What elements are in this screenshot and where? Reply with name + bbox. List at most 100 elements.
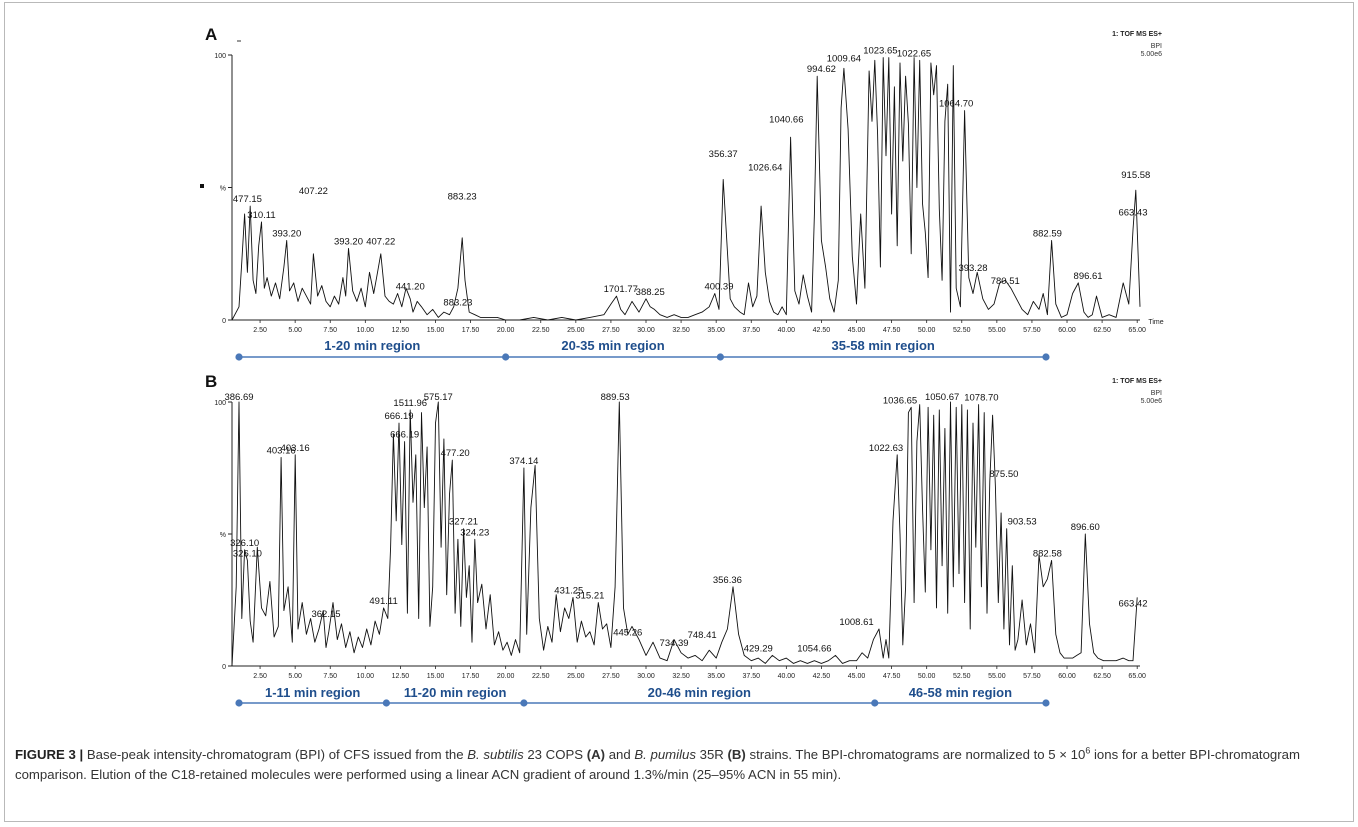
peak-label: 896.60: [1071, 522, 1100, 533]
caption-text-1: Base-peak intensity-chromatogram (BPI) o…: [83, 747, 468, 762]
peak-label: 875.50: [989, 469, 1018, 480]
peak-label: 362.15: [311, 609, 340, 620]
peak-label: 326.10: [233, 548, 262, 559]
x-tick-label: 22.50: [532, 673, 550, 680]
x-tick-label: 40.00: [778, 327, 796, 334]
region-boundary-dot: [235, 699, 243, 707]
region-boundary-dot: [1042, 699, 1050, 707]
x-tick-label: 52.50: [953, 673, 971, 680]
trace-type-label: BPI: [1151, 43, 1162, 50]
peak-label: 1064.70: [939, 99, 973, 110]
peak-label: 915.58: [1121, 170, 1150, 181]
bpi-trace-A: [231, 57, 1141, 321]
peak-label: 883.23: [448, 191, 477, 202]
peak-label: 663.42: [1118, 599, 1147, 610]
x-tick-label: 32.50: [672, 673, 690, 680]
peak-label: 386.69: [224, 392, 253, 403]
peak-label: 407.22: [299, 186, 328, 197]
caption-ref-b: (B): [727, 747, 746, 762]
panel-label-A: A: [205, 25, 217, 44]
x-tick-label: 2.50: [253, 327, 267, 334]
x-tick-label: 60.00: [1058, 327, 1076, 334]
peak-label: 1022.65: [897, 48, 931, 59]
y-tick-label: %: [220, 186, 226, 193]
caption-ref-a: (A): [586, 747, 606, 762]
x-tick-label: 57.50: [1023, 327, 1041, 334]
bpi-trace-B: [231, 401, 1138, 667]
x-tick-label: 22.50: [532, 327, 550, 334]
peak-label: 748.41: [688, 630, 717, 641]
region-boundary-dot: [502, 353, 510, 361]
caption-text-6: ions for a better BPI-chromatogram compa…: [15, 747, 1300, 782]
x-tick-label: 62.50: [1093, 327, 1111, 334]
peak-label: 441.20: [396, 282, 425, 293]
peak-label: 403.16: [267, 445, 296, 456]
x-tick-label: 37.50: [742, 327, 760, 334]
peak-label: 1008.61: [839, 617, 873, 628]
region-boundary-dot: [520, 699, 528, 707]
instrument-label: 1: TOF MS ES+: [1112, 31, 1162, 38]
figure-frame: [4, 2, 1354, 822]
peak-label: 429.29: [744, 643, 773, 654]
peak-label: 666.19: [384, 411, 413, 422]
intensity-scale-label: 5.00e6: [1141, 51, 1163, 58]
peak-label: 1036.65: [883, 395, 917, 406]
peak-label: 477.20: [441, 448, 470, 459]
x-tick-label: 50.00: [918, 673, 936, 680]
region-boundary-dot: [716, 353, 724, 361]
peak-label: 315.21: [575, 591, 604, 602]
figure-caption: FIGURE 3 | Base-peak intensity-chromatog…: [15, 745, 1340, 785]
peak-label: 889.53: [601, 392, 630, 403]
x-tick-label: 10.00: [357, 673, 375, 680]
peak-label: 388.25: [636, 287, 665, 298]
x-tick-label: 60.00: [1058, 673, 1076, 680]
x-tick-label: 55.00: [988, 327, 1006, 334]
stray-mark: [200, 184, 204, 188]
x-tick-label: 35.00: [707, 327, 725, 334]
x-tick-label: 65.00: [1128, 327, 1146, 334]
x-tick-label: 50.00: [918, 327, 936, 334]
region-label: 20-46 min region: [648, 685, 751, 700]
peak-label: 1023.65: [863, 46, 897, 57]
peak-label: 882.58: [1033, 548, 1062, 559]
x-tick-label: 17.50: [462, 673, 480, 680]
region-label: 1-11 min region: [265, 685, 360, 700]
peak-label: 310.11: [247, 210, 275, 221]
peak-label: 400.39: [704, 282, 733, 293]
x-axis-label: Time: [1148, 319, 1163, 326]
peak-label: 491.11: [369, 596, 397, 607]
peak-label: 575.17: [424, 392, 453, 403]
x-tick-label: 45.00: [848, 327, 866, 334]
x-tick-label: 32.50: [672, 327, 690, 334]
intensity-scale-label: 5.00e6: [1141, 398, 1163, 405]
x-tick-label: 27.50: [602, 327, 620, 334]
peak-label: 356.37: [709, 149, 738, 160]
peak-label: 1511.96: [393, 398, 427, 409]
x-tick-label: 55.00: [988, 673, 1006, 680]
peak-label: 663.43: [1118, 207, 1147, 218]
peak-label: 896.61: [1074, 271, 1103, 282]
x-tick-label: 65.00: [1128, 673, 1146, 680]
y-tick-label: 100: [214, 400, 226, 407]
peak-label: 1050.67: [925, 392, 959, 403]
peak-label: 356.36: [713, 575, 742, 586]
caption-text-5: strains. The BPI-chromatograms are norma…: [745, 747, 1086, 762]
x-tick-label: 25.00: [567, 673, 585, 680]
x-tick-label: 12.50: [392, 673, 410, 680]
x-tick-label: 57.50: [1023, 673, 1041, 680]
peak-label: 1040.66: [769, 115, 803, 126]
caption-label: FIGURE 3 |: [15, 747, 84, 762]
region-label: 1-20 min region: [324, 338, 420, 353]
peak-label: 327.21: [449, 517, 478, 528]
peak-label: 1701.77: [604, 284, 638, 295]
peak-label: 393.28: [958, 263, 987, 274]
peak-label: 734.39: [660, 638, 689, 649]
x-tick-label: 15.00: [427, 327, 445, 334]
caption-exponent: 6: [1085, 745, 1091, 756]
peak-label: 445.26: [613, 628, 642, 639]
y-tick-label: 0: [222, 664, 226, 671]
x-tick-label: 40.00: [778, 673, 796, 680]
x-tick-label: 37.50: [742, 673, 760, 680]
x-tick-label: 42.50: [813, 327, 831, 334]
peak-label: 903.53: [1008, 517, 1037, 528]
